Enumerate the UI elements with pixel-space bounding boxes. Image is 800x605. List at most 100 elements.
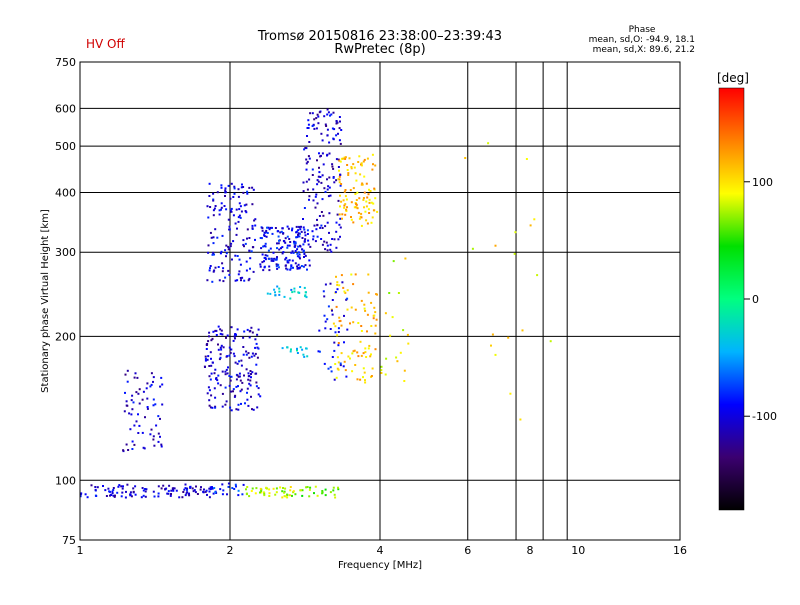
data-point bbox=[131, 440, 134, 443]
data-point bbox=[206, 343, 209, 345]
data-point bbox=[240, 210, 243, 213]
data-point bbox=[219, 346, 222, 349]
y-axis-label: Stationary phase Virtual Height [km] bbox=[40, 209, 51, 393]
data-point bbox=[507, 336, 510, 339]
data-point bbox=[281, 490, 284, 493]
data-point bbox=[231, 258, 233, 261]
data-point bbox=[334, 331, 337, 334]
data-point bbox=[343, 360, 346, 363]
data-point bbox=[208, 490, 211, 493]
data-point bbox=[290, 348, 292, 351]
data-point bbox=[245, 488, 247, 491]
data-point bbox=[255, 487, 258, 490]
data-point bbox=[206, 392, 209, 395]
data-point bbox=[305, 147, 308, 150]
data-point bbox=[264, 258, 267, 261]
data-point bbox=[316, 159, 318, 162]
data-point bbox=[327, 305, 330, 308]
data-point bbox=[335, 120, 338, 122]
data-point bbox=[226, 334, 229, 337]
data-point bbox=[339, 235, 341, 238]
data-point bbox=[135, 420, 138, 423]
data-point bbox=[353, 349, 356, 352]
data-point bbox=[220, 206, 223, 209]
data-point bbox=[363, 158, 366, 161]
data-point bbox=[207, 340, 210, 343]
data-point bbox=[351, 352, 354, 355]
data-point bbox=[284, 237, 287, 240]
data-point bbox=[376, 293, 378, 296]
data-point bbox=[275, 487, 278, 490]
data-point bbox=[317, 115, 320, 118]
data-point bbox=[224, 373, 227, 376]
data-point bbox=[130, 413, 133, 416]
data-point bbox=[230, 409, 233, 412]
data-point bbox=[406, 333, 409, 336]
data-point bbox=[131, 394, 134, 397]
data-point bbox=[243, 204, 246, 207]
data-point bbox=[304, 238, 307, 241]
data-point bbox=[274, 227, 277, 229]
data-point bbox=[129, 493, 132, 496]
data-point bbox=[215, 334, 218, 336]
data-point bbox=[142, 390, 145, 393]
data-point bbox=[210, 364, 213, 367]
data-point bbox=[94, 486, 97, 488]
data-point bbox=[317, 180, 320, 183]
data-point bbox=[337, 327, 340, 330]
data-point bbox=[212, 330, 215, 333]
data-point bbox=[242, 191, 245, 194]
data-point bbox=[242, 483, 245, 486]
data-point bbox=[214, 406, 217, 409]
data-point bbox=[152, 380, 154, 383]
data-point bbox=[305, 296, 308, 299]
data-point bbox=[354, 308, 357, 311]
data-point bbox=[90, 484, 93, 487]
data-point bbox=[251, 352, 254, 355]
data-point bbox=[232, 390, 234, 393]
data-point bbox=[278, 248, 281, 251]
data-point bbox=[300, 265, 303, 267]
data-point bbox=[248, 277, 251, 280]
data-point bbox=[281, 496, 284, 499]
data-point bbox=[130, 495, 133, 498]
data-point bbox=[226, 493, 228, 496]
data-point bbox=[126, 369, 129, 372]
data-point bbox=[334, 363, 337, 365]
data-point bbox=[308, 157, 311, 160]
data-point bbox=[402, 329, 405, 332]
data-point bbox=[240, 402, 242, 405]
data-point bbox=[209, 265, 212, 267]
data-point bbox=[245, 203, 248, 206]
y-tick-label: 75 bbox=[62, 534, 76, 547]
data-point bbox=[339, 184, 342, 187]
data-point bbox=[231, 487, 234, 489]
data-point bbox=[228, 375, 231, 377]
data-point bbox=[105, 495, 108, 497]
data-point bbox=[332, 176, 335, 179]
data-point bbox=[149, 385, 152, 388]
data-point bbox=[251, 246, 254, 249]
data-point bbox=[339, 142, 342, 145]
data-point bbox=[303, 355, 306, 358]
data-point bbox=[368, 344, 371, 347]
data-point bbox=[292, 251, 295, 254]
data-point bbox=[288, 238, 291, 240]
data-point bbox=[185, 492, 188, 495]
data-point bbox=[284, 241, 287, 244]
data-point bbox=[318, 171, 321, 174]
data-point bbox=[348, 157, 351, 160]
data-point bbox=[213, 487, 216, 489]
data-point bbox=[370, 301, 373, 304]
data-point bbox=[257, 328, 260, 331]
data-point bbox=[230, 326, 233, 329]
data-point bbox=[221, 405, 224, 408]
data-point bbox=[150, 372, 153, 375]
data-point bbox=[311, 168, 314, 171]
data-point bbox=[298, 256, 301, 259]
data-point bbox=[293, 240, 295, 243]
data-point bbox=[367, 347, 370, 350]
data-point bbox=[210, 394, 213, 397]
data-point bbox=[229, 351, 232, 354]
data-point bbox=[340, 157, 343, 160]
